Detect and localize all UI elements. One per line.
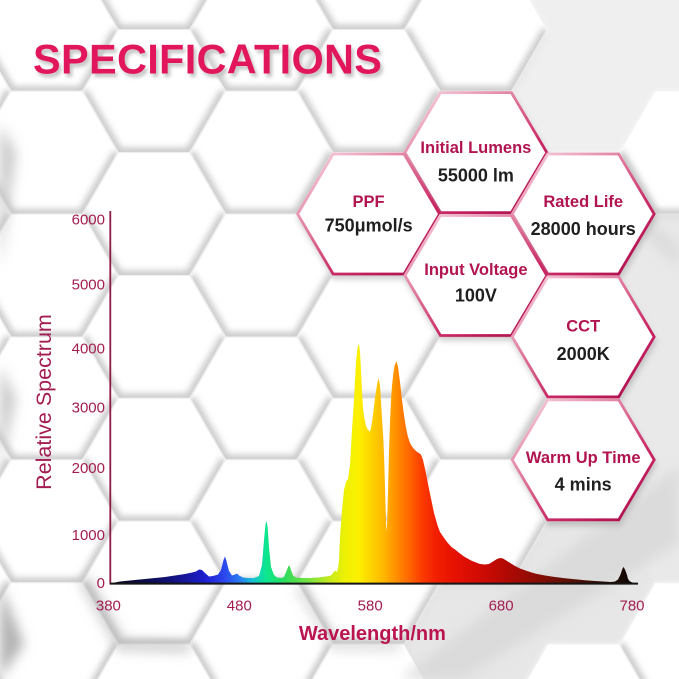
svg-text:Wavelength/nm: Wavelength/nm	[299, 623, 446, 645]
svg-text:SPECIFICATIONS: SPECIFICATIONS	[33, 36, 382, 83]
svg-text:Rated Life: Rated Life	[543, 193, 623, 211]
svg-text:580: 580	[358, 598, 383, 615]
svg-text:1000: 1000	[72, 527, 105, 544]
svg-text:PPF: PPF	[353, 193, 385, 211]
svg-text:4000: 4000	[72, 341, 105, 358]
svg-text:4 mins: 4 mins	[555, 475, 612, 495]
svg-text:5000: 5000	[72, 276, 105, 293]
svg-text:100V: 100V	[455, 286, 497, 306]
svg-text:Initial Lumens: Initial Lumens	[420, 139, 531, 157]
svg-text:2000K: 2000K	[557, 344, 610, 364]
svg-text:750μmol/s: 750μmol/s	[325, 216, 413, 236]
svg-text:6000: 6000	[72, 212, 105, 229]
svg-text:Relative Spectrum: Relative Spectrum	[32, 314, 56, 490]
svg-text:Input Voltage: Input Voltage	[424, 261, 527, 279]
svg-text:2000: 2000	[72, 460, 105, 477]
svg-text:780: 780	[619, 598, 644, 615]
svg-text:480: 480	[227, 598, 252, 615]
svg-text:0: 0	[97, 575, 105, 592]
svg-text:28000 hours: 28000 hours	[531, 219, 636, 239]
svg-text:55000 lm: 55000 lm	[438, 166, 514, 186]
svg-text:Warm Up Time: Warm Up Time	[526, 449, 641, 467]
svg-text:380: 380	[96, 598, 121, 615]
svg-text:3000: 3000	[72, 400, 105, 417]
svg-text:CCT: CCT	[566, 318, 600, 336]
svg-text:680: 680	[489, 598, 514, 615]
